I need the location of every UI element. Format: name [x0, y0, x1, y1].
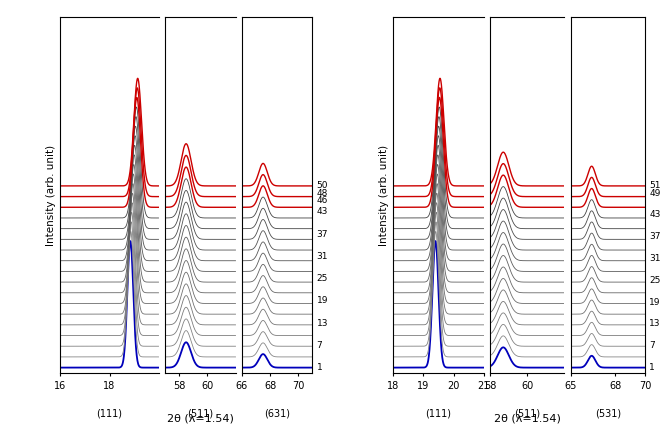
Text: 37: 37 — [317, 230, 328, 239]
Text: 43: 43 — [649, 211, 661, 220]
Text: 46: 46 — [317, 196, 328, 205]
Text: 7: 7 — [317, 341, 323, 350]
Text: (531): (531) — [595, 409, 621, 419]
Text: 37: 37 — [649, 232, 661, 241]
Text: 50: 50 — [317, 181, 328, 190]
Text: 7: 7 — [649, 341, 655, 350]
Text: (631): (631) — [264, 409, 290, 419]
Text: 1: 1 — [317, 363, 323, 372]
Text: 31: 31 — [317, 252, 328, 261]
X-axis label: 2θ (λ=1.54): 2θ (λ=1.54) — [167, 413, 234, 423]
X-axis label: 2θ (λ=1.54): 2θ (λ=1.54) — [494, 413, 561, 423]
Y-axis label: Intensity (arb. unit): Intensity (arb. unit) — [379, 145, 389, 246]
Text: 51: 51 — [649, 181, 661, 190]
Text: 13: 13 — [649, 320, 661, 329]
Text: 13: 13 — [317, 319, 328, 328]
Text: 1: 1 — [649, 363, 655, 372]
Text: (111): (111) — [425, 409, 452, 419]
Text: (111): (111) — [97, 409, 122, 419]
Text: 43: 43 — [317, 207, 328, 216]
Text: 49: 49 — [649, 189, 661, 198]
Y-axis label: Intensity (arb. unit): Intensity (arb. unit) — [46, 145, 56, 246]
Text: (511): (511) — [514, 409, 540, 419]
Text: (511): (511) — [187, 409, 213, 419]
Text: 19: 19 — [317, 296, 328, 305]
Text: 19: 19 — [649, 298, 661, 307]
Text: 48: 48 — [317, 189, 328, 198]
Text: 31: 31 — [649, 254, 661, 263]
Text: 25: 25 — [649, 276, 661, 285]
Text: 25: 25 — [317, 274, 328, 283]
